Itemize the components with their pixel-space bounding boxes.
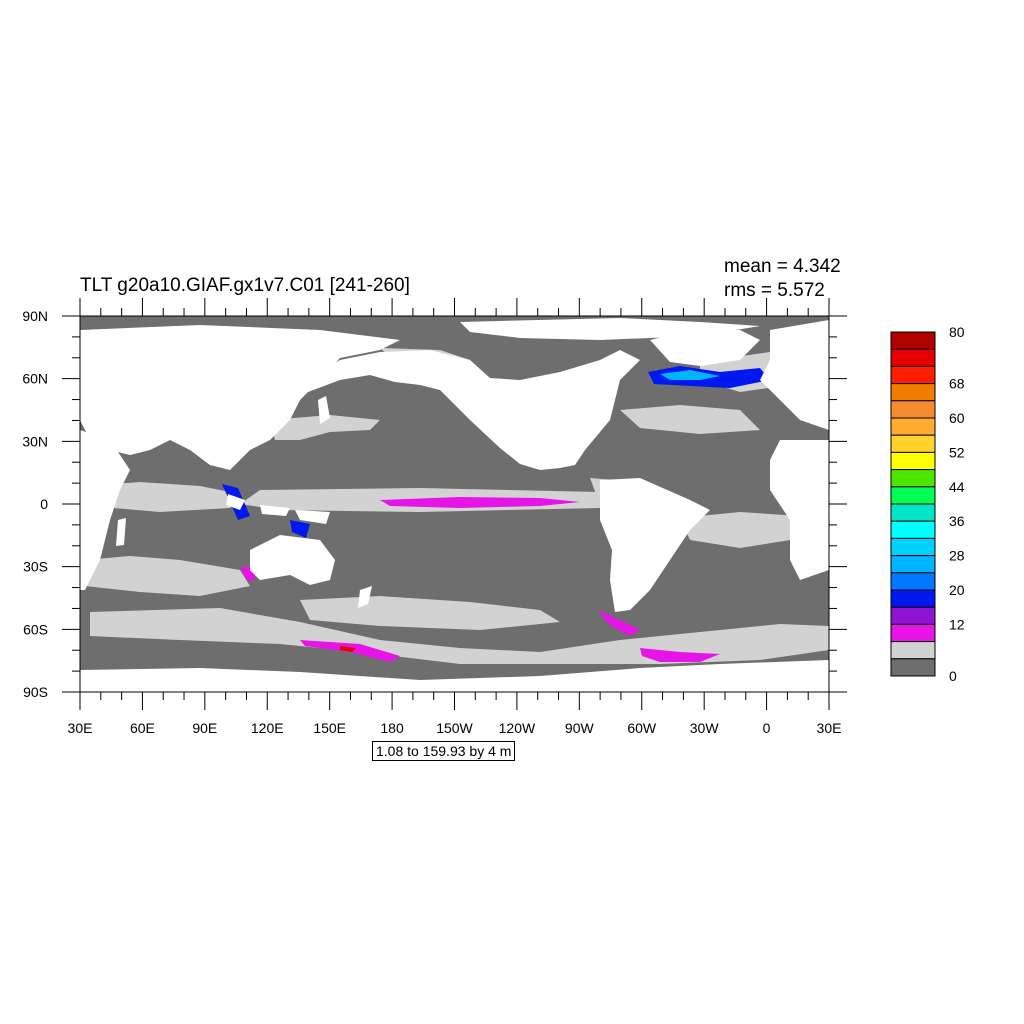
madagascar: [116, 518, 126, 546]
colorbar-swatch: [890, 555, 936, 574]
africa-west: [770, 440, 829, 580]
south-atlantic-light: [680, 512, 800, 548]
weddell-magenta: [640, 648, 720, 662]
japan: [318, 396, 330, 424]
lat-label: 90S: [23, 684, 48, 700]
colorbar-label: 60: [949, 410, 965, 426]
colorbar-swatch: [890, 503, 936, 522]
colorbar-label: 0: [949, 668, 957, 684]
colorbar-label: 68: [949, 376, 965, 392]
map-title: TLT g20a10.GIAF.gx1v7.C01 [241-260]: [80, 275, 410, 296]
colorbar-label: 52: [949, 444, 965, 460]
colorbar-swatch: [890, 365, 936, 385]
colorbar-label: 20: [949, 582, 965, 598]
lat-label: 30N: [22, 433, 48, 449]
lat-label: 60S: [23, 621, 48, 637]
lon-label: 120E: [251, 720, 284, 736]
colorbar-swatch: [890, 641, 936, 660]
rms-value: rms = 5.572: [724, 280, 825, 301]
lon-label: 120W: [499, 720, 536, 736]
antarctica: [80, 660, 829, 692]
south-america: [600, 478, 710, 612]
south-indian-light: [85, 556, 250, 596]
colorbar-label: 80: [949, 324, 965, 340]
land-masks: [80, 318, 829, 692]
longitude-labels: 30E 60E 90E 120E 150E 180 150W 120W 90W 60W 30W 0 30…: [68, 720, 842, 736]
north-america: [300, 350, 640, 470]
mean-value: mean = 4.342: [724, 256, 841, 277]
africa: [80, 430, 130, 590]
colorbar-swatch: [890, 572, 936, 591]
north-atlantic-light: [620, 405, 760, 434]
colorbar-swatch: [890, 486, 936, 505]
eurasia: [80, 325, 400, 470]
colorbar-boxes: [890, 331, 936, 677]
colorbar-swatch: [890, 520, 936, 539]
latitude-ticks: [62, 315, 847, 693]
colorbar-label: 12: [949, 616, 965, 632]
lon-label: 0: [763, 720, 771, 736]
lon-label: 60W: [627, 720, 657, 736]
indian-band: [85, 482, 240, 512]
labrador-cyan: [660, 370, 720, 380]
lon-label: 60E: [130, 720, 155, 736]
lon-label: 90E: [192, 720, 217, 736]
lon-label: 30W: [690, 720, 720, 736]
indonesia-island-2: [260, 505, 290, 516]
colorbar-labels: 80 68 60 52 44 36 28 20 12 0: [949, 324, 965, 684]
ross-red: [340, 646, 356, 652]
lon-label: 30E: [68, 720, 93, 736]
arctic-land: [460, 318, 760, 340]
colorbar-swatch: [890, 589, 936, 608]
colorbar-swatch: [890, 658, 936, 677]
colorbar-swatch: [890, 400, 936, 419]
lon-label: 90W: [565, 720, 595, 736]
colorbar-swatch: [890, 469, 936, 488]
colorbar-swatch: [890, 537, 936, 557]
colorbar-label: 36: [949, 513, 965, 529]
colorbar-swatch: [890, 434, 936, 453]
colorbar-swatch: [890, 417, 936, 436]
new-zealand: [358, 586, 372, 608]
latitude-labels: 90N 60N 30N 0 30S 60S 90S: [22, 308, 48, 700]
indonesia-island-1: [226, 494, 245, 510]
colorbar-swatch: [890, 348, 936, 367]
colorbar-swatch: [890, 451, 936, 471]
equatorial-pacific-magenta: [380, 497, 580, 508]
new-guinea: [295, 510, 330, 524]
contour-info-box: 1.08 to 159.93 by 4 m: [372, 741, 516, 761]
colorbar-label: 28: [949, 548, 965, 564]
colorbar-swatch: [890, 623, 936, 643]
coral-sea-blue: [290, 520, 310, 538]
lon-label: 150W: [436, 720, 473, 736]
colorbar-swatch: [890, 606, 936, 625]
lat-label: 30S: [23, 559, 48, 575]
south-america-magenta: [598, 610, 640, 636]
colorbar-swatch: [890, 331, 936, 350]
australia: [250, 535, 335, 585]
lat-label: 60N: [22, 371, 48, 387]
lon-label: 150E: [313, 720, 346, 736]
lon-label: 180: [380, 720, 404, 736]
colorbar-label: 44: [949, 479, 965, 495]
north-pacific-light: [270, 415, 380, 440]
lon-label: 30E: [817, 720, 842, 736]
longitude-ticks: [79, 298, 830, 710]
europe-east: [760, 320, 829, 430]
colorbar-swatch: [890, 383, 936, 402]
greenland: [650, 330, 760, 366]
lat-label: 90N: [22, 308, 48, 324]
lat-label: 0: [40, 496, 48, 512]
